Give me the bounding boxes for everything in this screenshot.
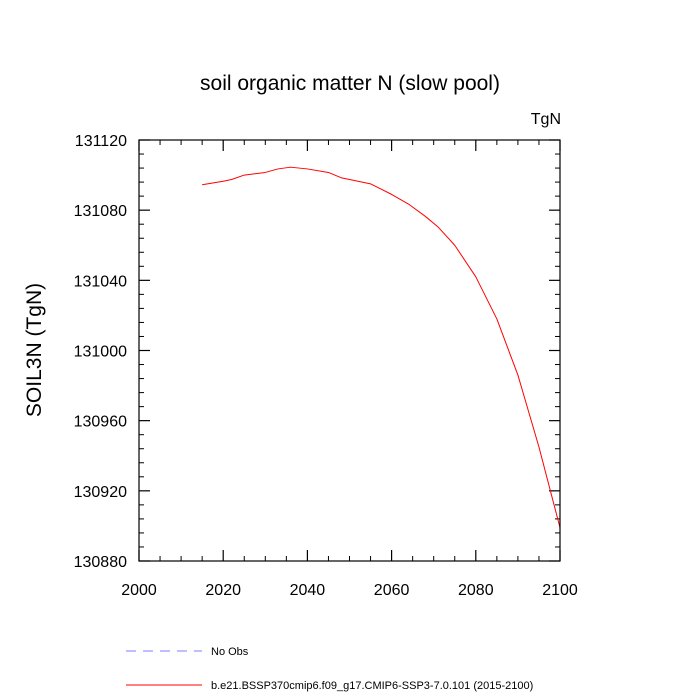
y-tick-label: 131080 <box>74 203 127 220</box>
axis-ticks <box>138 139 561 562</box>
x-tick-label: 2000 <box>121 582 157 599</box>
y-tick-label: 130880 <box>74 554 127 571</box>
y-tick-label: 130920 <box>74 484 127 501</box>
legend: No Obs b.e21.BSSP370cmip6.f09_g17.CMIP6-… <box>126 646 533 692</box>
units-label: TgN <box>531 111 561 128</box>
y-tick-label: 131000 <box>74 344 127 361</box>
series-line-0 <box>202 166 561 528</box>
legend-no-obs-label: No Obs <box>211 646 249 658</box>
x-tick-label: 2020 <box>205 582 241 599</box>
plot-frame <box>138 139 561 562</box>
y-tick-label: 130960 <box>74 414 127 431</box>
x-tick-label: 2080 <box>458 582 494 599</box>
x-tick-label: 2060 <box>374 582 410 599</box>
chart-title: soil organic matter N (slow pool) <box>200 72 500 95</box>
axis-tick-labels: 2000 2020 2040 2060 2080 2100 130880 130920 1309… <box>74 133 578 599</box>
y-axis-label: SOIL3N (TgN) <box>23 283 46 417</box>
legend-series-label: b.e21.BSSP370cmip6.f09_g17.CMIP6-SSP3-7.… <box>211 680 533 692</box>
y-tick-label: 131120 <box>75 133 127 150</box>
y-tick-label: 131040 <box>74 273 127 290</box>
x-tick-label: 2100 <box>542 582 578 599</box>
x-tick-label: 2040 <box>290 582 326 599</box>
series-layer <box>202 166 561 528</box>
